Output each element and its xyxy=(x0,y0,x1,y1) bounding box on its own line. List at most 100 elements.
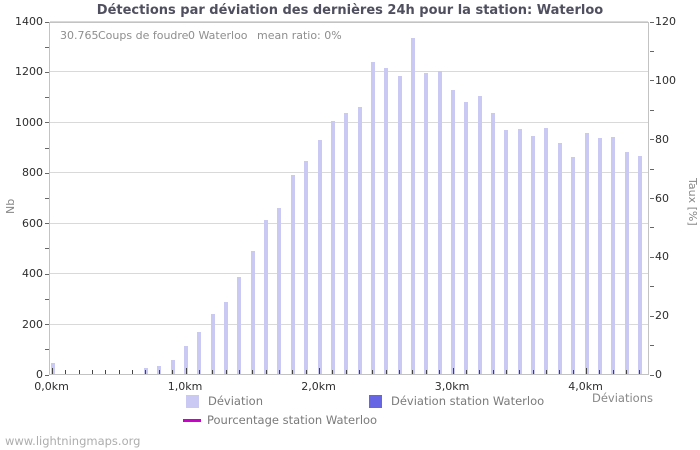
legend-line-icon xyxy=(183,418,201,422)
chart-title: Détections par déviation des dernières 2… xyxy=(96,3,604,18)
deviation-bar xyxy=(437,71,442,374)
x-minor-tick xyxy=(479,370,481,374)
right-y-tick-label: 20 xyxy=(655,309,669,323)
x-minor-tick xyxy=(332,370,334,374)
right-y-tick-label: 0 xyxy=(655,368,662,381)
left-y-tick-label: 800 xyxy=(22,166,43,180)
x-minor-tick xyxy=(385,370,387,374)
right-y-tick xyxy=(650,168,654,170)
deviation-bar xyxy=(397,76,402,374)
deviation-bar xyxy=(557,143,562,374)
legend-label: Déviation xyxy=(208,394,264,408)
total-count: 30.765 xyxy=(60,29,99,42)
deviation-bar xyxy=(317,140,322,374)
deviation-bar xyxy=(517,129,522,374)
x-minor-tick xyxy=(265,370,267,374)
left-y-tick-label: 1400 xyxy=(15,15,43,28)
deviation-bar xyxy=(184,346,188,374)
x-minor-tick xyxy=(345,370,347,374)
left-y-tick xyxy=(45,248,49,250)
mean-ratio: mean ratio: 0% xyxy=(257,29,342,42)
deviation-bar xyxy=(210,314,215,374)
right-y-tick-label: 40 xyxy=(655,250,669,264)
deviation-bar xyxy=(250,251,255,374)
x-minor-tick xyxy=(545,370,547,374)
deviation-bar xyxy=(357,107,362,374)
deviation-bar xyxy=(544,128,549,374)
deviation-bar xyxy=(584,133,589,374)
x-minor-tick xyxy=(252,370,254,374)
x-minor-tick xyxy=(519,370,521,374)
left-y-tick xyxy=(45,71,49,73)
x-minor-tick xyxy=(105,370,107,374)
left-y-tick xyxy=(45,122,49,124)
x-minor-tick xyxy=(372,370,374,374)
right-y-tick-label: 100 xyxy=(655,73,676,87)
legend-label: Pourcentage station Waterloo xyxy=(207,413,378,427)
station-count: 0 Waterloo xyxy=(188,29,248,42)
right-y-tick xyxy=(650,315,654,317)
right-y-tick xyxy=(650,109,654,111)
deviation-bar xyxy=(344,113,349,374)
left-y-tick xyxy=(45,349,49,351)
x-tick-label: 2,0km xyxy=(301,380,336,393)
left-axis-label: Nb xyxy=(4,198,17,214)
right-y-tick-label: 60 xyxy=(655,191,669,205)
deviation-bar xyxy=(637,156,642,374)
right-y-tick xyxy=(650,286,654,288)
x-tick-label: 3,0km xyxy=(434,380,470,393)
x-minor-tick xyxy=(292,370,294,374)
x-minor-tick xyxy=(172,370,174,374)
x-major-tick xyxy=(185,368,187,374)
deviation-bar xyxy=(304,161,309,374)
x-minor-tick xyxy=(212,370,214,374)
deviation-bar xyxy=(170,360,175,374)
gridline xyxy=(50,323,648,325)
plot-area xyxy=(49,21,649,375)
left-y-tick xyxy=(45,46,49,48)
x-minor-tick xyxy=(118,370,120,374)
left-y-tick xyxy=(45,21,49,23)
x-axis-label: Déviations xyxy=(592,391,653,405)
x-tick-label: 1,0km xyxy=(167,380,203,393)
x-minor-tick xyxy=(92,370,94,374)
deviation-bar xyxy=(197,332,202,374)
x-minor-tick xyxy=(505,370,507,374)
deviation-bar xyxy=(491,113,496,374)
deviation-bar xyxy=(504,130,509,374)
x-major-tick xyxy=(52,368,53,374)
left-y-tick-label: 0 xyxy=(36,368,43,381)
x-tick-label: 4,0km xyxy=(568,380,603,393)
deviation-bar xyxy=(597,138,602,374)
x-minor-tick xyxy=(532,370,534,374)
deviation-bar xyxy=(477,96,482,374)
deviation-bar xyxy=(531,136,536,374)
right-y-tick xyxy=(650,374,654,376)
x-minor-tick xyxy=(425,370,427,374)
x-minor-tick xyxy=(359,370,361,374)
x-minor-tick xyxy=(278,370,280,374)
left-y-tick xyxy=(45,198,49,199)
x-minor-tick xyxy=(238,370,240,374)
x-major-tick xyxy=(319,368,320,374)
left-y-tick xyxy=(45,374,49,376)
deviation-bar xyxy=(571,157,576,374)
left-y-tick-label: 1000 xyxy=(15,115,43,129)
x-minor-tick xyxy=(612,370,614,374)
deviation-bar xyxy=(264,220,269,374)
x-minor-tick xyxy=(492,370,494,374)
gridline xyxy=(50,172,648,174)
legend-label: Déviation station Waterloo xyxy=(391,394,545,408)
deviation-bar xyxy=(624,152,629,374)
x-minor-tick xyxy=(145,370,147,374)
left-y-tick xyxy=(45,97,49,99)
deviation-bar xyxy=(611,137,616,374)
left-y-tick-label: 1200 xyxy=(15,65,43,79)
left-y-tick xyxy=(45,273,49,275)
x-minor-tick xyxy=(412,370,414,374)
deviation-bar xyxy=(424,73,429,374)
x-minor-tick xyxy=(225,370,227,374)
right-y-tick-label: 120 xyxy=(655,15,676,28)
deviation-bar xyxy=(451,90,455,374)
